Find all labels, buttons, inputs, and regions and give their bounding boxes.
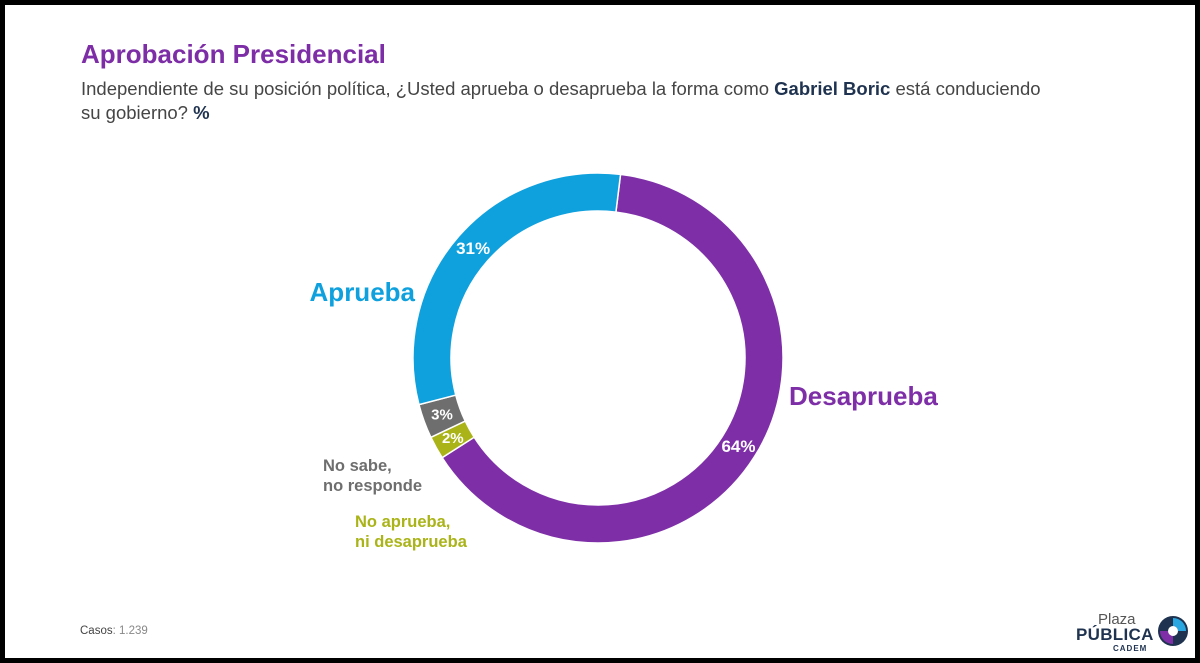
donut-chart: 64% Desaprueba 2% No aprueba, ni desaprueba 3… [310, 172, 938, 551]
logo-cadem-text: CADEM [1113, 644, 1148, 653]
value-label-no-sabe-no-responde: 3% [431, 406, 453, 423]
value-label-no-aprueba-ni-desaprueba: 2% [442, 430, 464, 447]
cases-value: : 1.239 [112, 625, 148, 637]
value-label-aprueba: 31% [456, 239, 490, 258]
value-label-desaprueba: 64% [721, 437, 755, 456]
category-label-no-aprueba-ni-desaprueba: No aprueba, ni desaprueba [355, 513, 468, 551]
logo-publica-text: PÚBLICA [1076, 625, 1154, 644]
subtitle-unit: % [193, 102, 210, 123]
cases-note: Casos: 1.239 [80, 625, 148, 637]
logo-swirl-icon [1158, 616, 1188, 646]
slice-desaprueba [441, 173, 784, 544]
slide: Aprobación Presidencial Independiente de… [5, 5, 1195, 658]
category-label-aprueba: Aprueba [310, 277, 416, 307]
chart-subtitle: Independiente de su posición política, ¿… [81, 77, 1041, 125]
logo-plaza-text: Plaza [1098, 611, 1136, 628]
slice-aprueba [412, 172, 622, 406]
cases-label: Casos [80, 625, 113, 637]
subtitle-name: Gabriel Boric [774, 78, 891, 99]
subtitle-text-2: está conduciendo su gobierno? [81, 78, 1041, 123]
plaza-publica-cadem-logo: Plaza PÚBLICA CADEM [1069, 611, 1194, 655]
category-label-desaprueba: Desaprueba [789, 381, 938, 411]
category-label-no-sabe-no-responde: No sabe, no responde [323, 457, 422, 495]
chart-title: Aprobación Presidencial [81, 39, 386, 69]
subtitle-text-1: Independiente de su posición política, ¿… [81, 78, 775, 99]
